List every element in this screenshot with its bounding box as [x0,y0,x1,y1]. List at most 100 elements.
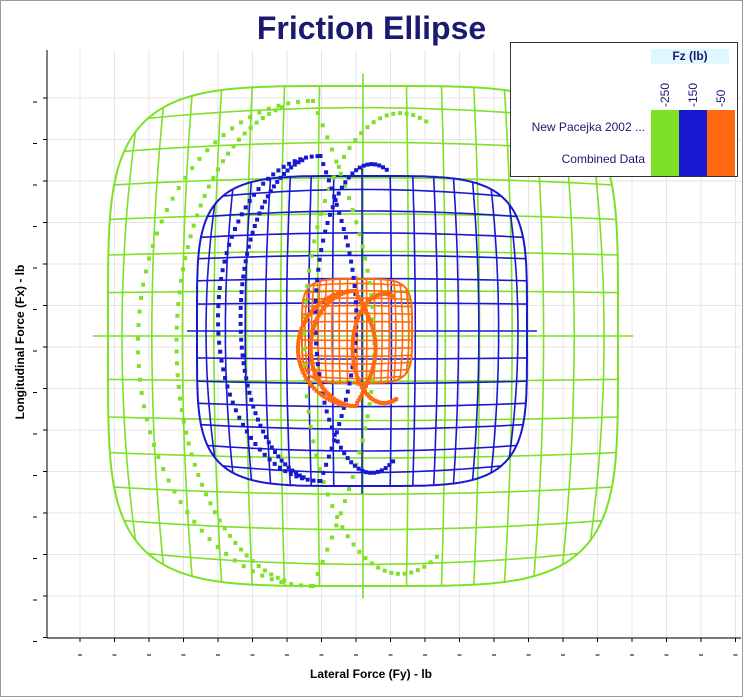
data-point [352,329,357,334]
data-point [285,168,290,173]
data-point [364,309,368,314]
data-point [345,456,350,461]
data-point [152,442,156,447]
data-point [296,160,301,165]
data-point [287,161,292,166]
data-point [136,323,141,328]
data-point [325,135,330,140]
data-point [176,302,181,306]
data-point [300,323,305,328]
data-point [272,461,277,466]
legend-swatch-green [651,110,679,176]
data-point [282,578,287,583]
data-point [289,165,294,170]
data-point [221,159,225,164]
data-point [377,292,382,297]
data-point [222,259,227,264]
data-point [347,196,351,200]
data-point [343,499,347,504]
data-point [297,332,302,337]
data-point [356,315,361,320]
data-point [253,411,258,416]
data-point [257,110,262,115]
data-point [277,465,282,470]
data-point [311,307,316,312]
data-point [367,402,372,407]
data-point [257,211,262,216]
data-point [266,440,271,445]
data-point [207,537,212,542]
data-point [246,244,251,249]
data-point [324,297,329,302]
data-point [177,290,182,295]
data-point [339,219,344,223]
data-point [139,296,144,300]
data-point [327,397,332,402]
data-point [263,435,268,440]
data-point [305,314,310,319]
data-point [260,573,265,578]
data-point [185,245,190,250]
data-point [219,358,224,363]
data-point [290,468,295,473]
data-point [353,300,358,305]
data-point [349,373,354,378]
data-point [351,359,356,363]
data-point [190,166,195,171]
data-point [303,378,308,383]
data-point [279,580,284,584]
data-point [369,323,374,328]
data-point [344,402,348,407]
data-point [275,575,280,580]
data-point [366,378,371,383]
data-point [379,292,384,296]
data-point [256,187,261,192]
data-point [311,365,315,369]
data-point [244,376,249,381]
data-point [313,372,318,377]
data-point [208,501,213,506]
data-point [286,101,291,106]
data-point [315,111,320,116]
data-point [353,332,358,337]
data-point [367,317,372,322]
data-point [212,510,217,515]
data-point [278,175,283,180]
data-point [298,361,302,366]
data-point [320,307,325,312]
data-point [382,568,387,573]
mesh-outline [196,175,528,487]
data-point [239,337,244,342]
data-point [398,111,402,116]
y-axis-label: Longitudinal Force (Fx) - lb [13,264,27,420]
data-point [268,189,273,194]
data-point [304,155,308,160]
data-point [265,194,270,199]
data-point [383,401,388,406]
data-point [321,162,326,167]
data-point [296,351,301,356]
data-point [176,385,181,389]
data-point [227,242,232,247]
data-point [341,405,346,410]
data-point [192,462,197,467]
data-point [179,278,184,283]
data-point [350,208,355,213]
data-point [325,221,330,225]
data-point [301,475,306,480]
data-point [216,313,220,318]
data-point [335,515,340,519]
data-point [280,105,284,110]
mesh-parallel-line [303,361,411,365]
data-point [206,184,211,189]
data-point [308,584,313,588]
data-point [199,528,204,533]
data-point [317,372,322,377]
data-point [184,430,189,435]
data-point [329,186,334,191]
data-point [317,257,322,262]
data-point [183,175,188,180]
data-point [371,120,376,125]
data-point [219,277,224,281]
data-point [372,360,377,365]
